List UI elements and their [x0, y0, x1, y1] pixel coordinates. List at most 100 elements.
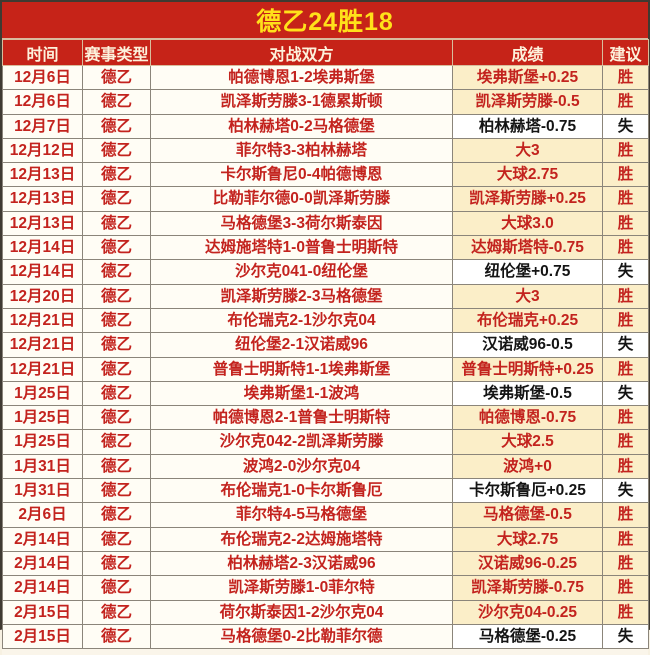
date-cell: 12月13日: [2, 186, 83, 212]
table-row: 2月14日 德乙 布伦瑞克2-2达姆施塔特 大球2.75 胜: [2, 526, 649, 552]
match-cell: 普鲁士明斯特1-1埃弗斯堡: [150, 356, 453, 382]
column-header-0: 时间: [2, 39, 83, 66]
match-cell: 菲尔特3-3柏林赫塔: [150, 137, 453, 164]
verdict-cell: 胜: [602, 210, 649, 237]
date-cell: 12月6日: [2, 89, 83, 115]
result-cell: 凯泽斯劳滕-0.75: [452, 575, 603, 601]
match-cell: 凯泽斯劳滕2-3马格德堡: [150, 283, 453, 309]
result-cell: 大球2.75: [452, 526, 603, 552]
date-cell: 12月21日: [2, 307, 83, 334]
match-cell: 布伦瑞克2-2达姆施塔特: [150, 526, 453, 552]
result-cell: 大3: [452, 283, 603, 309]
column-header-2: 对战双方: [150, 39, 453, 66]
date-cell: 1月25日: [2, 405, 83, 431]
result-cell: 凯泽斯劳滕+0.25: [452, 186, 603, 212]
match-cell: 卡尔斯鲁尼0-4帕德博恩: [150, 162, 453, 188]
league-cell: 德乙: [82, 453, 151, 480]
league-cell: 德乙: [82, 186, 151, 212]
result-cell: 大3: [452, 137, 603, 164]
table-row: 12月6日 德乙 帕德博恩1-2埃弗斯堡 埃弗斯堡+0.25 胜: [2, 64, 649, 91]
match-cell: 菲尔特4-5马格德堡: [150, 502, 453, 528]
match-cell: 凯泽斯劳滕1-0菲尔特: [150, 575, 453, 601]
table-row: 2月6日 德乙 菲尔特4-5马格德堡 马格德堡-0.5 胜: [2, 502, 649, 528]
date-cell: 2月14日: [2, 526, 83, 552]
date-cell: 2月6日: [2, 502, 83, 528]
verdict-cell: 胜: [602, 599, 649, 625]
verdict-cell: 胜: [602, 162, 649, 188]
table-row: 2月14日 德乙 凯泽斯劳滕1-0菲尔特 凯泽斯劳滕-0.75 胜: [2, 575, 649, 601]
verdict-cell: 失: [602, 380, 649, 407]
date-cell: 1月31日: [2, 453, 83, 480]
verdict-cell: 胜: [602, 283, 649, 309]
date-cell: 1月31日: [2, 478, 83, 504]
date-cell: 12月6日: [2, 64, 83, 91]
match-cell: 布伦瑞克1-0卡尔斯鲁厄: [150, 478, 453, 504]
verdict-cell: 失: [602, 113, 649, 139]
verdict-cell: 胜: [602, 575, 649, 601]
verdict-cell: 胜: [602, 526, 649, 552]
table-row: 12月21日 德乙 普鲁士明斯特1-1埃弗斯堡 普鲁士明斯特+0.25 胜: [2, 356, 649, 382]
match-cell: 沙尔克041-0纽伦堡: [150, 259, 453, 285]
table-row: 1月25日 德乙 沙尔克042-2凯泽斯劳滕 大球2.5 胜: [2, 429, 649, 455]
league-cell: 德乙: [82, 307, 151, 334]
league-cell: 德乙: [82, 550, 151, 577]
verdict-cell: 失: [602, 259, 649, 285]
match-cell: 柏林赫塔2-3汉诺威96: [150, 550, 453, 577]
table-row: 1月31日 德乙 波鸿2-0沙尔克04 波鸿+0 胜: [2, 453, 649, 480]
verdict-cell: 胜: [602, 550, 649, 577]
verdict-cell: 胜: [602, 307, 649, 334]
league-cell: 德乙: [82, 623, 151, 650]
table-row: 12月13日 德乙 比勒菲尔德0-0凯泽斯劳滕 凯泽斯劳滕+0.25 胜: [2, 186, 649, 212]
league-cell: 德乙: [82, 113, 151, 139]
verdict-cell: 胜: [602, 186, 649, 212]
verdict-cell: 胜: [602, 453, 649, 480]
league-cell: 德乙: [82, 332, 151, 358]
result-cell: 普鲁士明斯特+0.25: [452, 356, 603, 382]
result-cell: 埃弗斯堡-0.5: [452, 380, 603, 407]
league-cell: 德乙: [82, 356, 151, 382]
match-cell: 纽伦堡2-1汉诺威96: [150, 332, 453, 358]
verdict-cell: 胜: [602, 235, 649, 261]
table-body: 12月6日 德乙 帕德博恩1-2埃弗斯堡 埃弗斯堡+0.25 胜 12月6日 德乙 凯泽斯劳滕…: [2, 64, 649, 650]
result-cell: 纽伦堡+0.75: [452, 259, 603, 285]
verdict-cell: 胜: [602, 502, 649, 528]
match-cell: 荷尔斯泰因1-2沙尔克04: [150, 599, 453, 625]
verdict-cell: 胜: [602, 64, 649, 91]
result-cell: 大球2.5: [452, 429, 603, 455]
result-cell: 凯泽斯劳滕-0.5: [452, 89, 603, 115]
league-cell: 德乙: [82, 162, 151, 188]
result-cell: 汉诺威96-0.25: [452, 550, 603, 577]
result-cell: 马格德堡-0.25: [452, 623, 603, 650]
league-cell: 德乙: [82, 526, 151, 552]
date-cell: 12月14日: [2, 259, 83, 285]
result-cell: 大球3.0: [452, 210, 603, 237]
match-cell: 凯泽斯劳滕3-1德累斯顿: [150, 89, 453, 115]
result-cell: 波鸿+0: [452, 453, 603, 480]
match-cell: 达姆施塔特1-0普鲁士明斯特: [150, 235, 453, 261]
column-header-1: 赛事类型: [82, 39, 151, 66]
result-cell: 帕德博恩-0.75: [452, 405, 603, 431]
result-cell: 汉诺威96-0.5: [452, 332, 603, 358]
table-row: 12月7日 德乙 柏林赫塔0-2马格德堡 柏林赫塔-0.75 失: [2, 113, 649, 139]
verdict-cell: 胜: [602, 356, 649, 382]
date-cell: 12月20日: [2, 283, 83, 309]
league-cell: 德乙: [82, 89, 151, 115]
result-cell: 大球2.75: [452, 162, 603, 188]
verdict-cell: 胜: [602, 89, 649, 115]
match-cell: 布伦瑞克2-1沙尔克04: [150, 307, 453, 334]
date-cell: 12月21日: [2, 356, 83, 382]
date-cell: 2月14日: [2, 550, 83, 577]
result-cell: 埃弗斯堡+0.25: [452, 64, 603, 91]
table-row: 12月14日 德乙 达姆施塔特1-0普鲁士明斯特 达姆斯塔特-0.75 胜: [2, 235, 649, 261]
result-cell: 达姆斯塔特-0.75: [452, 235, 603, 261]
league-cell: 德乙: [82, 283, 151, 309]
table-row: 1月25日 德乙 帕德博恩2-1普鲁士明斯特 帕德博恩-0.75 胜: [2, 405, 649, 431]
league-cell: 德乙: [82, 380, 151, 407]
match-cell: 帕德博恩2-1普鲁士明斯特: [150, 405, 453, 431]
match-cell: 沙尔克042-2凯泽斯劳滕: [150, 429, 453, 455]
league-cell: 德乙: [82, 478, 151, 504]
result-cell: 沙尔克04-0.25: [452, 599, 603, 625]
match-cell: 埃弗斯堡1-1波鸿: [150, 380, 453, 407]
verdict-cell: 失: [602, 623, 649, 650]
date-cell: 2月15日: [2, 623, 83, 650]
